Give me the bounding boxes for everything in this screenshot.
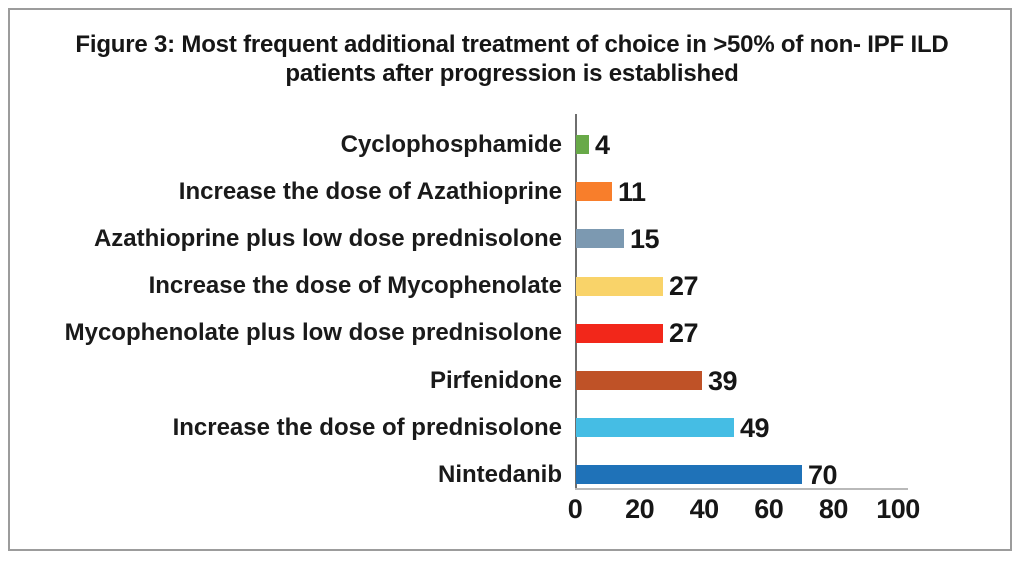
bar bbox=[576, 276, 663, 296]
category-label: Nintedanib bbox=[438, 460, 562, 488]
value-label: 49 bbox=[740, 412, 770, 443]
x-tick-label: 0 bbox=[567, 494, 583, 524]
value-label: 4 bbox=[595, 129, 610, 160]
category-label: Increase the dose of prednisolone bbox=[172, 413, 562, 441]
x-tick-label: 80 bbox=[818, 494, 849, 524]
value-label: 27 bbox=[669, 318, 699, 349]
x-tick-label: 40 bbox=[689, 494, 720, 524]
x-tick-label: 100 bbox=[876, 494, 920, 524]
category-label: Azathioprine plus low dose prednisolone bbox=[93, 224, 562, 252]
value-label: 70 bbox=[808, 459, 838, 490]
chart-title: Figure 3: Most frequent additional treat… bbox=[52, 30, 972, 88]
x-tick-label: 20 bbox=[625, 494, 655, 524]
x-axis-line bbox=[575, 488, 908, 490]
bar bbox=[576, 465, 802, 485]
chart-title-line-2: patients after progression is establishe… bbox=[285, 60, 739, 87]
y-axis-line bbox=[575, 114, 577, 490]
bar bbox=[576, 229, 624, 249]
category-label: Increase the dose of Azathioprine bbox=[178, 177, 562, 205]
value-label: 39 bbox=[708, 365, 738, 396]
value-label: 27 bbox=[669, 271, 699, 302]
figure-border bbox=[8, 8, 1012, 551]
bar bbox=[576, 371, 702, 390]
bar bbox=[576, 418, 734, 438]
bar bbox=[576, 323, 663, 343]
bar bbox=[576, 135, 589, 154]
x-tick-label: 60 bbox=[754, 494, 784, 524]
category-label: Cyclophosphamide bbox=[340, 130, 562, 158]
category-label: Mycophenolate plus low dose prednisolone bbox=[64, 319, 562, 347]
value-label: 15 bbox=[630, 223, 660, 254]
chart-title-line-1: Figure 3: Most frequent additional treat… bbox=[75, 31, 949, 58]
bar bbox=[576, 182, 612, 202]
category-label: Pirfenidone bbox=[429, 366, 562, 394]
category-label: Increase the dose of Mycophenolate bbox=[148, 272, 562, 300]
value-label: 11 bbox=[618, 176, 646, 207]
